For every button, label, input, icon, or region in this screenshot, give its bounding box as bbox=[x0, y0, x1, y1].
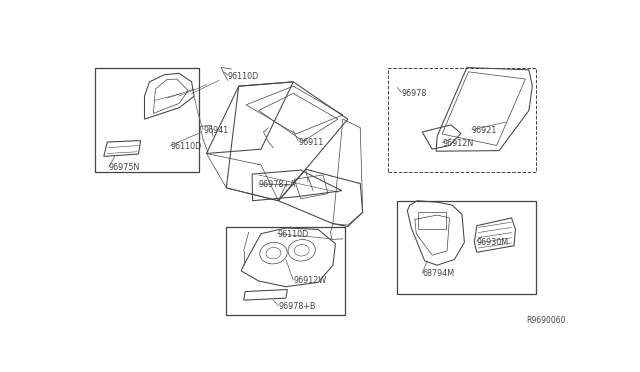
Text: 68794M: 68794M bbox=[422, 269, 454, 278]
Bar bbox=[95, 68, 199, 172]
Text: 96941: 96941 bbox=[203, 126, 228, 135]
Bar bbox=[227, 227, 346, 315]
Text: 96930M: 96930M bbox=[477, 238, 509, 247]
Text: 96912W: 96912W bbox=[293, 276, 326, 285]
Bar bbox=[397, 201, 536, 294]
Text: 96110D: 96110D bbox=[277, 230, 308, 239]
Text: 96978: 96978 bbox=[401, 89, 427, 98]
Bar bbox=[388, 68, 536, 172]
Text: 96921: 96921 bbox=[472, 126, 497, 135]
Text: R9690060: R9690060 bbox=[527, 316, 566, 325]
Text: 96110D: 96110D bbox=[228, 72, 259, 81]
Text: 96975N: 96975N bbox=[109, 163, 140, 172]
Text: 96978+A: 96978+A bbox=[259, 180, 296, 189]
Text: 96911: 96911 bbox=[298, 138, 323, 147]
Text: 96912N: 96912N bbox=[442, 139, 474, 148]
Text: 96110D: 96110D bbox=[171, 142, 202, 151]
Bar bbox=[419, 212, 445, 230]
Text: 96978+B: 96978+B bbox=[278, 302, 316, 311]
